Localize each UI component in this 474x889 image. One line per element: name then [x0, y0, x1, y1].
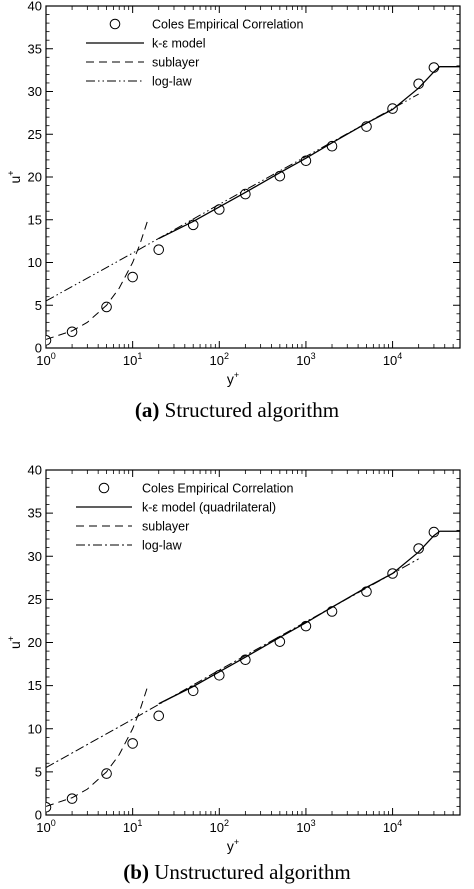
- caption-a-text: Structured algorithm: [164, 398, 340, 422]
- y-tick-label: 0: [35, 808, 42, 823]
- chart-panel-0: 0 5 10 15 20 25 30 35 40 100 101 102 103 104 y+ u+ Coles…: [6, 0, 461, 387]
- x-tick-label: 101: [123, 351, 142, 368]
- series-line-dashed: [46, 219, 149, 340]
- y-axis-label: u+: [6, 636, 23, 649]
- x-axis-label: y+: [227, 370, 239, 387]
- x-tick-label: 102: [210, 818, 229, 835]
- y-tick-label: 15: [28, 212, 42, 227]
- data-point-coles: [361, 586, 372, 597]
- x-tick-label: 101: [123, 818, 142, 835]
- series-line-dashed: [46, 685, 149, 807]
- x-tick-label: 103: [296, 818, 315, 835]
- data-point-coles: [274, 636, 286, 647]
- y-tick-label: 40: [28, 463, 42, 478]
- legend-label: Coles Empirical Correlation: [142, 482, 293, 496]
- legend-label: sublayer: [142, 520, 189, 534]
- data-point-coles: [187, 685, 199, 697]
- legend-label: log-law: [152, 75, 193, 89]
- y-tick-label: 40: [28, 0, 42, 14]
- caption-b-tag: (b): [123, 860, 149, 884]
- series-layer: [46, 62, 460, 346]
- y-tick-label: 35: [28, 41, 42, 56]
- legend-marker-circle: [98, 482, 110, 494]
- data-point-coles: [387, 103, 398, 114]
- x-tick-label: 100: [36, 351, 55, 368]
- y-tick-label: 15: [28, 678, 42, 693]
- data-point-coles: [101, 768, 112, 779]
- x-tick-label: 103: [296, 351, 315, 368]
- caption-a: (a) Structured algorithm: [0, 398, 474, 423]
- y-tick-label: 20: [28, 635, 42, 650]
- legend-label: log-law: [142, 539, 183, 553]
- y-tick-label: 10: [28, 721, 42, 736]
- series-line-dash-dot-dot: [46, 93, 419, 302]
- series-line-dash-dot: [46, 558, 419, 768]
- x-tick-label: 104: [383, 818, 402, 835]
- series-line-solid: [158, 530, 460, 705]
- legend-label: Coles Empirical Correlation: [152, 18, 303, 32]
- y-tick-label: 5: [35, 298, 42, 313]
- x-tick-label: 102: [210, 351, 229, 368]
- data-point-coles: [66, 326, 78, 338]
- chart-panel-1: 0 5 10 15 20 25 30 35 40 100 101 102 103 104 y+ u+ Coles…: [6, 463, 461, 854]
- y-tick-label: 30: [28, 549, 42, 564]
- legend-marker-circle: [109, 18, 121, 30]
- y-tick-label: 25: [28, 592, 42, 607]
- data-point-coles: [46, 801, 52, 813]
- data-point-coles: [413, 543, 424, 554]
- caption-b-text: Unstructured algorithm: [154, 860, 351, 884]
- legend-label: sublayer: [152, 56, 199, 70]
- data-point-coles: [127, 271, 138, 283]
- data-point-coles: [127, 738, 138, 749]
- y-tick-label: 5: [35, 764, 42, 779]
- x-axis-label: y+: [227, 837, 239, 854]
- y-tick-label: 25: [28, 127, 42, 142]
- data-point-coles: [46, 335, 52, 346]
- y-tick-label: 20: [28, 170, 42, 185]
- data-point-coles: [153, 710, 165, 722]
- y-tick-label: 10: [28, 255, 42, 270]
- x-tick-label: 104: [383, 351, 402, 368]
- data-point-coles: [326, 606, 338, 617]
- data-point-coles: [66, 793, 78, 804]
- legend-label: k-ε model: [152, 37, 206, 51]
- y-axis-label: u+: [6, 170, 23, 183]
- plot-frame: [45, 5, 461, 349]
- data-point-coles: [153, 244, 165, 255]
- series-line-solid: [158, 66, 460, 240]
- series-layer: [46, 526, 460, 813]
- y-tick-label: 0: [35, 341, 42, 356]
- data-point-coles: [101, 301, 112, 313]
- legend-label: k-ε model (quadrilateral): [142, 501, 276, 515]
- data-point-coles: [428, 62, 440, 73]
- plot-frame: [45, 469, 461, 816]
- y-tick-label: 35: [28, 506, 42, 521]
- caption-b: (b) Unstructured algorithm: [0, 860, 474, 885]
- y-tick-label: 30: [28, 84, 42, 99]
- caption-a-tag: (a): [134, 398, 160, 422]
- x-tick-label: 100: [36, 818, 55, 835]
